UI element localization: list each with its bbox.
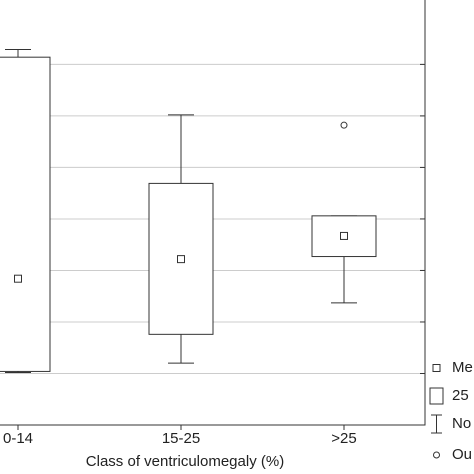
- x-tick-label: 0-14: [3, 430, 33, 447]
- mean-marker: [14, 274, 22, 283]
- box: [311, 215, 377, 258]
- legend-symbol: [433, 451, 440, 459]
- legend-symbol: [432, 364, 441, 372]
- x-axis-label: Class of ventriculomegaly (%): [86, 453, 284, 470]
- legend-label: No: [452, 415, 471, 432]
- legend-label: Ou: [452, 446, 472, 463]
- box: [148, 182, 214, 335]
- legend-label: Me: [452, 359, 473, 376]
- x-tick-label: >25: [331, 430, 356, 447]
- mean-marker: [340, 231, 348, 240]
- box: [0, 56, 51, 372]
- x-tick-label: 15-25: [162, 430, 200, 447]
- outlier: [340, 121, 348, 129]
- legend-symbol: [429, 387, 444, 405]
- mean-marker: [177, 255, 185, 264]
- plot-frame: [0, 0, 426, 426]
- legend-label: 25: [452, 387, 469, 404]
